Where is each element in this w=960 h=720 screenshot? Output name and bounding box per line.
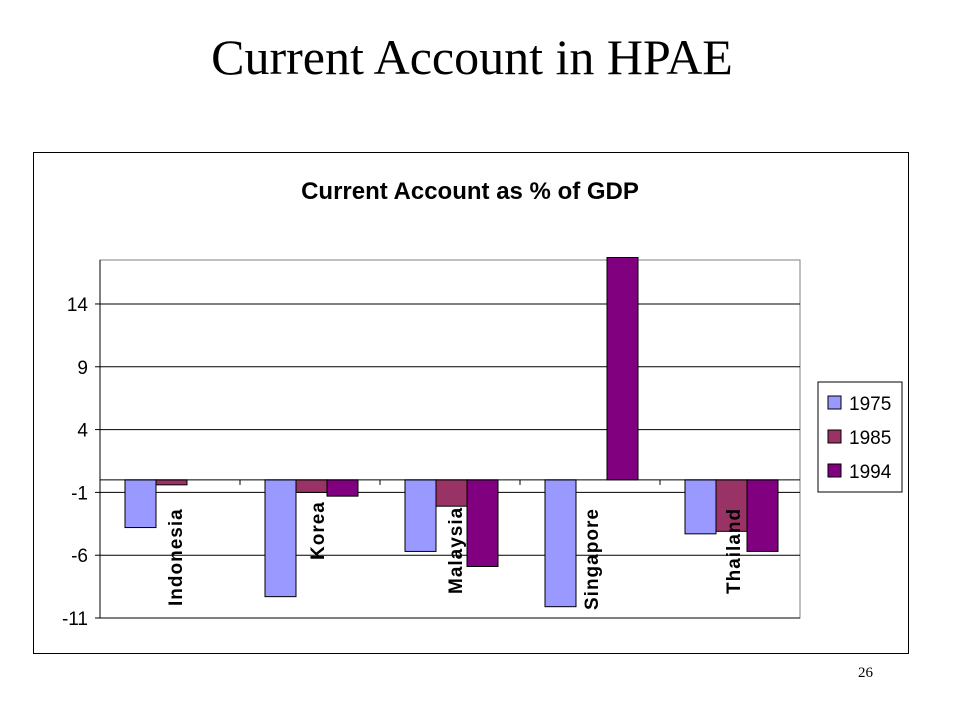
bar-singapore-1975: [544, 479, 577, 608]
category-label-malaysia: Malaysia: [446, 507, 467, 594]
legend-swatch-1975: [827, 395, 842, 410]
bar-singapore-1994: [606, 256, 639, 481]
legend-swatch-1985: [827, 429, 842, 444]
bar-thailand-1975: [684, 479, 717, 535]
bar-malaysia-1994: [466, 479, 499, 567]
legend-label-1975: 1975: [849, 394, 891, 415]
bars: [124, 256, 779, 608]
y-tick-label: 4: [77, 421, 88, 442]
chart-title: Current Account as % of GDP: [301, 178, 639, 205]
slide-title: Current Account in HPAE: [211, 29, 733, 85]
bar-malaysia-1975: [404, 479, 437, 552]
category-label-singapore: Singapore: [582, 508, 603, 610]
y-tick-label: -1: [71, 483, 88, 504]
plot-area: [99, 259, 801, 619]
category-label-korea: Korea: [308, 501, 329, 560]
y-tick-label: 9: [77, 358, 88, 379]
bar-malaysia-1985: [435, 479, 468, 507]
legend-swatch-1994: [827, 463, 842, 478]
y-tick-label: -6: [71, 546, 88, 567]
bar-thailand-1994: [746, 479, 779, 552]
legend: 1975 1985 1994: [817, 381, 903, 493]
bar-korea-1985: [295, 479, 328, 493]
legend-label-1994: 1994: [849, 462, 892, 483]
gridlines: [100, 303, 800, 619]
bar-indonesia-1985: [155, 479, 188, 486]
y-tick-label: -11: [62, 609, 88, 630]
y-axis: 14 9 4 -1 -6 -11: [62, 260, 661, 630]
category-label-indonesia: Indonesia: [166, 508, 187, 606]
bar-indonesia-1975: [124, 479, 157, 529]
page-number: 26: [858, 665, 873, 681]
category-label-thailand: Thailand: [724, 508, 745, 594]
bar-korea-1994: [326, 479, 359, 497]
legend-label-1985: 1985: [849, 428, 891, 449]
y-tick-label: 14: [67, 295, 89, 316]
category-labels: Indonesia Korea Malaysia Singapore Thailand: [166, 501, 745, 610]
bar-korea-1975: [264, 479, 297, 598]
